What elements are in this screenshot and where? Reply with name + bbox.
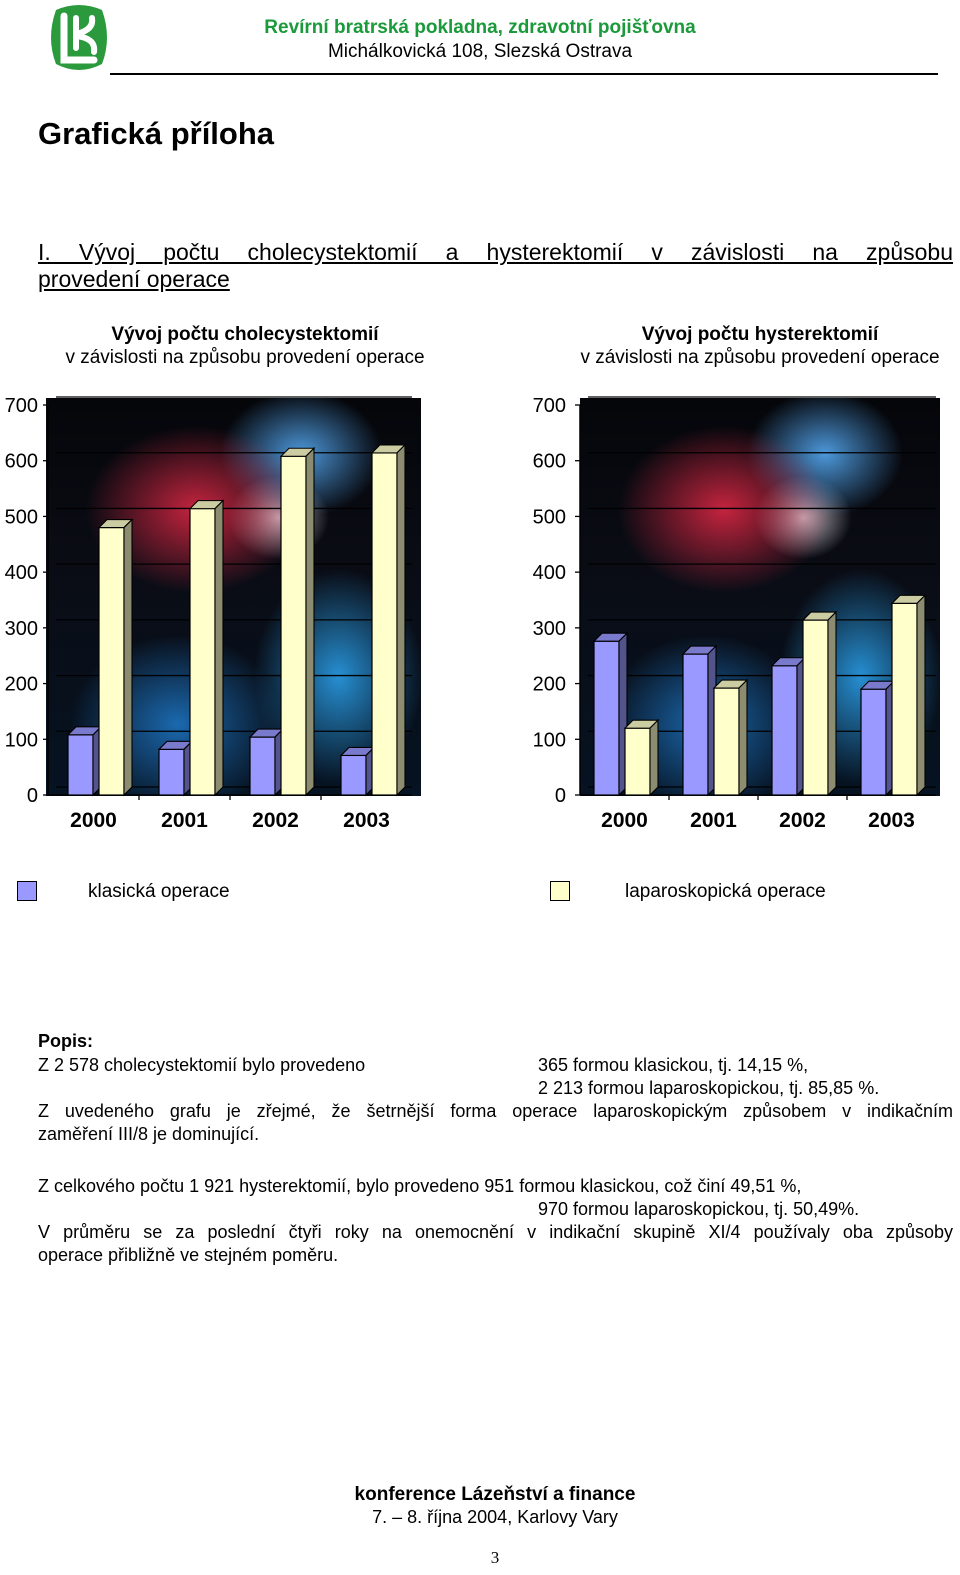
right-chart-bar-side [916, 594, 926, 797]
section-title-line1: I. Vývoj počtu cholecystektomií a hyster… [38, 239, 953, 265]
right-chart-bar-side [827, 610, 837, 797]
left-chart-svg: 0 100 200 300 400 500 600 700 2000 2001 2002 2003 [5, 395, 412, 832]
right-chart-bar-2003-classic [860, 688, 887, 796]
right-chart-ytick-label: 300 [533, 618, 566, 640]
right-chart-ytick-label: 100 [533, 729, 566, 751]
left-chart-xtick-label: 2000 [70, 809, 117, 832]
right-chart-ytick-label: 700 [533, 395, 566, 417]
right-chart-bar-side [738, 678, 748, 797]
left-chart-bar-2001-laparoscopic [189, 508, 216, 796]
left-chart-bar-2002-classic [249, 736, 276, 796]
left-chart-xtick-label: 2002 [252, 809, 299, 832]
left-chart: 0 100 200 300 400 500 600 700 2000 2001 2002 2003 [0, 390, 470, 840]
right-chart-bar-2000-laparoscopic [624, 727, 651, 796]
left-chart-bar-side [123, 518, 133, 797]
org-name: Revírní bratrská pokladna, zdravotní poj… [264, 17, 696, 38]
left-chart-ytick-label: 0 [27, 785, 38, 807]
right-chart-bar-2002-classic [771, 665, 798, 796]
left-chart-xtick-label: 2003 [343, 809, 390, 832]
left-chart-bar-side [305, 446, 315, 797]
hysterectomy-conclusion-line2: operace přibližně ve stejném poměru. [38, 1245, 339, 1265]
right-chart-ytick-label: 400 [533, 562, 566, 584]
cholecystectomy-laparoscopic: 2 213 formou laparoskopickou, tj. 85,85 … [538, 1078, 880, 1098]
hysterectomy-total: Z celkového počtu 1 921 hysterektomií, b… [38, 1176, 802, 1196]
left-chart-bar-side [214, 499, 224, 797]
left-chart-bar-2003-laparoscopic [371, 452, 398, 796]
left-chart-bar-2001-classic [158, 748, 185, 796]
left-chart-ytick-label: 600 [5, 451, 38, 473]
left-chart-title: Vývoj počtu cholecystektomií [111, 324, 379, 345]
org-address: Michálkovická 108, Slezská Ostrava [327, 41, 633, 62]
left-chart-ytick-label: 700 [5, 395, 38, 417]
left-chart-ytick-label: 300 [5, 618, 38, 640]
left-chart-bar-2000-classic [67, 734, 94, 796]
left-chart-bar-side [396, 443, 406, 797]
left-chart-subtitle: v závislosti na způsobu provedení operac… [65, 347, 425, 368]
right-chart-xtick-label: 2000 [601, 809, 648, 832]
right-chart-bar-2002-laparoscopic [802, 619, 829, 796]
right-chart-bar-2001-laparoscopic [713, 687, 740, 796]
right-chart-title: Vývoj počtu hysterektomií [641, 324, 879, 345]
left-chart-bar-2003-classic [340, 754, 367, 796]
right-chart-bar-2001-classic [682, 653, 709, 796]
right-chart-xtick-label: 2001 [690, 809, 737, 832]
right-chart-xtick-label: 2003 [868, 809, 915, 832]
right-chart-xtick-label: 2002 [779, 809, 826, 832]
right-chart-ytick-label: 600 [533, 451, 566, 473]
footer-conference-date: 7. – 8. října 2004, Karlovy Vary [372, 1507, 618, 1527]
right-chart-ytick-label: 200 [533, 674, 566, 696]
legend-swatch-laparoscopic [550, 881, 570, 901]
header-divider [110, 73, 938, 75]
footer-conference-title: konference Lázeňství a finance [354, 1484, 636, 1505]
left-chart-ytick-label: 400 [5, 562, 38, 584]
right-chart-svg: 0 100 200 300 400 500 600 700 2000 2001 2002 2003 [533, 395, 936, 832]
hysterectomy-conclusion-line1: V průměru se za poslední čtyři roky na o… [38, 1222, 953, 1242]
right-chart-ytick-label: 0 [555, 785, 566, 807]
right-chart-title-block: Vývoj počtu hysterektomií v závislosti n… [560, 323, 960, 369]
left-chart-xtick-label: 2001 [161, 809, 208, 832]
cholecystectomy-conclusion-line1: Z uvedeného grafu je zřejmé, že šetrnějš… [38, 1101, 953, 1121]
right-chart-bar-2003-laparoscopic [891, 602, 918, 796]
page-title: Grafická příloha [38, 116, 275, 151]
page-number: 3 [490, 1548, 500, 1567]
left-chart-bar-2000-laparoscopic [98, 526, 125, 796]
legend-label-classic: klasická operace [88, 881, 230, 902]
left-chart-ytick-label: 100 [5, 729, 38, 751]
cholecystectomy-total: Z 2 578 cholecystektomií bylo provedeno [38, 1055, 366, 1075]
section-title-line2: provedení operace [38, 266, 230, 292]
description-heading: Popis: [38, 1031, 94, 1051]
legend-swatch-classic [17, 881, 37, 901]
left-chart-bar-2002-laparoscopic [280, 455, 307, 796]
right-chart: 0 100 200 300 400 500 600 700 2000 2001 2002 2003 [500, 390, 960, 840]
left-chart-title-block: Vývoj počtu cholecystektomií v závislost… [30, 323, 460, 369]
left-chart-ytick-label: 500 [5, 506, 38, 528]
rbp-logo [46, 2, 112, 74]
cholecystectomy-conclusion-line2: zaměření III/8 je dominující. [38, 1124, 260, 1144]
left-chart-ytick-label: 200 [5, 674, 38, 696]
legend-label-laparoscopic: laparoskopická operace [625, 881, 826, 902]
right-chart-bar-2000-classic [593, 640, 620, 796]
hysterectomy-laparoscopic: 970 formou laparoskopickou, tj. 50,49%. [538, 1199, 860, 1219]
cholecystectomy-classic: 365 formou klasickou, tj. 14,15 %, [538, 1055, 809, 1075]
right-chart-ytick-label: 500 [533, 506, 566, 528]
right-chart-bar-side [649, 718, 659, 797]
right-chart-subtitle: v závislosti na způsobu provedení operac… [580, 347, 940, 368]
